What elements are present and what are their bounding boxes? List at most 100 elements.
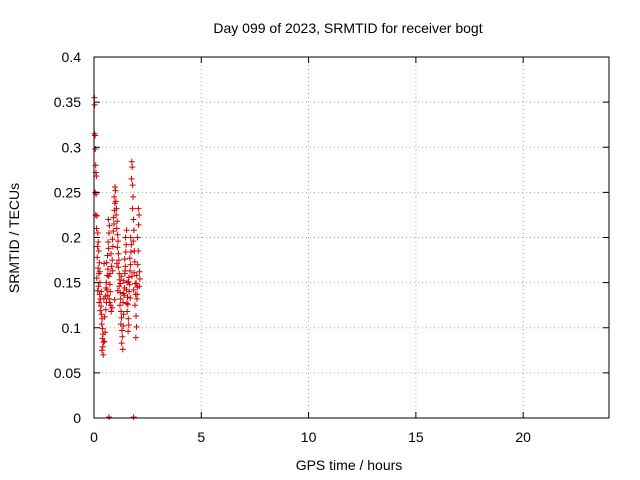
data-point xyxy=(113,205,120,212)
data-point xyxy=(105,245,112,252)
data-point xyxy=(118,314,125,321)
data-point xyxy=(100,295,107,302)
axes: 0 0.05 0.1 0.15 0.2 0.25 0.3 0.35 0.4 0 5 10 15 20 xyxy=(54,49,609,445)
data-point xyxy=(120,277,127,284)
data-point xyxy=(105,273,112,280)
data-point xyxy=(109,257,116,264)
data-point xyxy=(106,222,113,229)
data-point xyxy=(121,256,128,263)
data-point xyxy=(116,283,123,290)
data-point xyxy=(113,260,120,267)
data-point xyxy=(118,327,125,334)
data-point xyxy=(135,205,142,212)
data-point xyxy=(120,311,127,318)
data-point xyxy=(134,261,141,268)
data-point xyxy=(127,294,134,301)
data-point xyxy=(124,294,131,301)
data-point xyxy=(98,303,105,310)
data-point xyxy=(119,299,126,306)
data-point xyxy=(127,261,134,268)
data-point xyxy=(114,231,121,238)
data-point xyxy=(109,304,116,311)
data-point xyxy=(136,211,143,218)
data-point xyxy=(132,334,139,341)
data-point xyxy=(98,288,105,295)
data-point xyxy=(107,288,114,295)
data-point xyxy=(115,257,122,264)
data-point xyxy=(130,216,137,223)
data-point xyxy=(106,229,113,236)
data-point xyxy=(103,259,110,266)
data-point xyxy=(118,273,125,280)
data-point xyxy=(109,243,116,250)
data-point xyxy=(128,273,135,280)
data-point xyxy=(110,228,117,235)
data-point xyxy=(126,288,133,295)
data-point xyxy=(114,244,121,251)
x-tick-label: 5 xyxy=(197,429,205,445)
data-point xyxy=(109,267,116,274)
data-point xyxy=(123,241,130,248)
data-point xyxy=(125,322,132,329)
data-point xyxy=(131,269,138,276)
data-point xyxy=(99,343,106,350)
y-tick-label: 0.3 xyxy=(62,139,82,155)
x-tick-label: 0 xyxy=(90,429,98,445)
data-point xyxy=(116,302,123,309)
data-point xyxy=(108,308,115,315)
data-point xyxy=(131,258,138,265)
data-point xyxy=(133,313,140,320)
data-point xyxy=(103,279,110,286)
data-point xyxy=(104,292,111,299)
data-point xyxy=(130,238,137,245)
data-point xyxy=(136,283,143,290)
data-point xyxy=(130,193,137,200)
data-point xyxy=(96,268,103,275)
data-point xyxy=(133,323,140,330)
data-point xyxy=(122,248,129,255)
data-point xyxy=(94,229,101,236)
data-point xyxy=(118,308,125,315)
data-point xyxy=(93,225,100,232)
data-point xyxy=(110,220,117,227)
data-point xyxy=(95,248,102,255)
data-point xyxy=(126,255,133,262)
data-point xyxy=(115,250,122,257)
data-point xyxy=(106,414,113,421)
data-point xyxy=(113,225,120,232)
data-point xyxy=(92,132,99,139)
data-point xyxy=(135,221,142,228)
data-point xyxy=(124,301,131,308)
y-tick-label: 0.1 xyxy=(62,320,82,336)
chart-title: Day 099 of 2023, SRMTID for receiver bog… xyxy=(213,20,482,36)
data-point xyxy=(101,313,108,320)
data-point xyxy=(119,346,126,353)
data-point xyxy=(107,302,114,309)
data-point xyxy=(109,236,116,243)
data-point xyxy=(104,252,111,259)
data-point xyxy=(120,290,127,297)
data-point xyxy=(114,218,121,225)
data-point xyxy=(117,280,124,287)
data-point xyxy=(125,315,132,322)
data-point xyxy=(111,296,118,303)
data-point xyxy=(128,158,135,165)
data-point xyxy=(130,286,137,293)
x-tick-label: 15 xyxy=(408,429,424,445)
data-point xyxy=(104,266,111,273)
data-point xyxy=(116,276,123,283)
data-point xyxy=(105,239,112,246)
data-point xyxy=(126,281,133,288)
data-point xyxy=(102,329,109,336)
data-point xyxy=(97,307,104,314)
data-point xyxy=(103,285,110,292)
data-point xyxy=(128,241,135,248)
data-point xyxy=(113,211,120,218)
data-point xyxy=(135,248,142,255)
data-point xyxy=(96,259,103,266)
data-point xyxy=(127,248,134,255)
data-point xyxy=(130,414,137,421)
data-point xyxy=(94,254,101,261)
y-tick-label: 0 xyxy=(73,410,81,426)
